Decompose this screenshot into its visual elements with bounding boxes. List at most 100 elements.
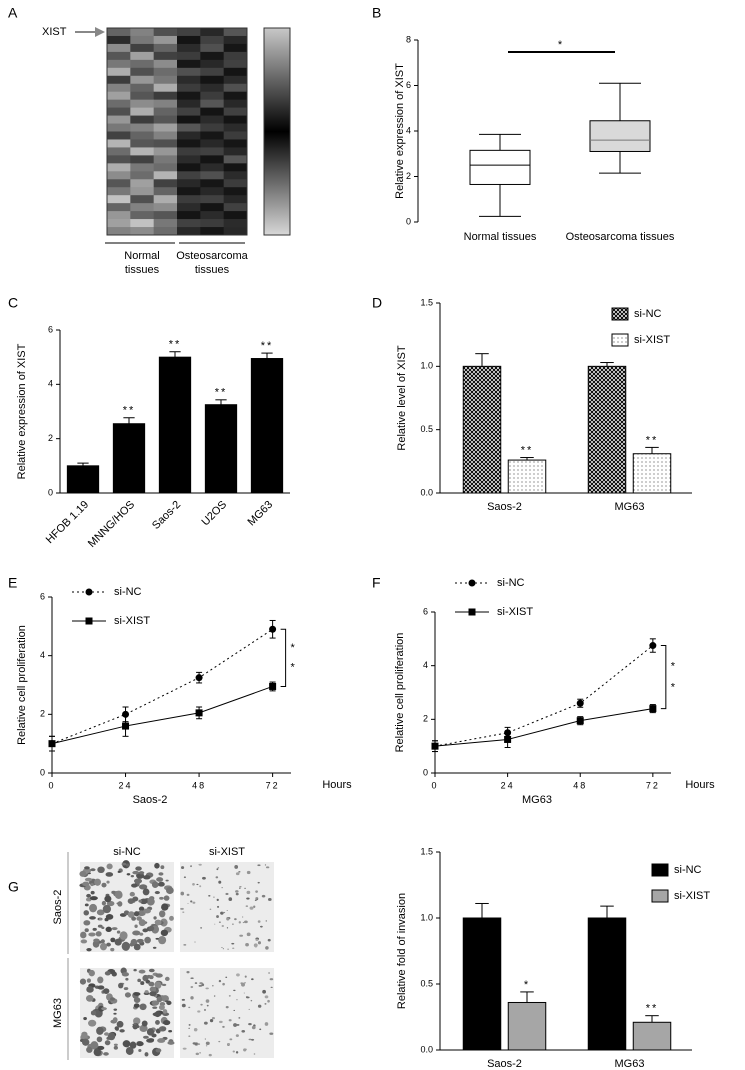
y-tick-label: 0.5 [420,978,433,988]
heatmap-cell [153,211,178,220]
x-axis-title: Saos-2 [133,794,168,806]
cell [239,934,244,937]
cell [106,942,111,947]
cell [130,875,135,878]
heatmap-cell [200,187,225,196]
x-tick-label: U2OS [199,499,229,529]
cell [225,892,229,896]
heatmap-cell [177,83,201,93]
cell [246,897,250,900]
heatmap-cell [177,179,201,188]
heatmap-cell [107,187,131,196]
x-tick-label: MG63 [615,501,645,513]
cell [190,900,193,903]
cell [131,916,137,921]
cell [81,1038,90,1046]
heatmap-cell [130,75,155,85]
heatmap-cell [107,59,131,69]
cell [232,947,235,949]
cell [133,997,141,1003]
cell [90,868,96,872]
bar [507,1001,547,1051]
panel-label: A [8,5,18,21]
bar [158,356,192,494]
heatmap-cell [200,75,225,85]
cell [90,1010,97,1016]
cell [79,978,87,985]
cell [83,910,90,916]
heatmap-cell [177,139,201,148]
cell [228,1019,232,1022]
x-tick-label: Saos-2 [487,1058,522,1070]
cell [135,866,142,871]
cell [111,927,118,931]
cell [103,1052,109,1056]
cell [86,947,92,952]
cell [138,871,145,875]
y-tick-label: 0 [406,216,411,226]
heatmap-cell [177,171,201,180]
cell [90,883,94,887]
heatmap-cell [153,171,178,180]
y-tick-label: 0.5 [420,424,433,434]
heatmap-cell [107,139,131,148]
heatmap-cell [200,28,225,37]
cell [86,986,94,993]
cell [139,932,144,936]
cell [89,896,98,901]
panel-label: C [8,295,18,311]
cell [80,931,87,939]
heatmap-cell [130,67,155,77]
cell [154,919,162,926]
heatmap-cell [223,99,248,109]
y-axis-title: Relative cell proliferation [394,633,406,753]
significance: ** [261,340,274,352]
cell [129,1041,137,1049]
cell [259,1028,262,1031]
heatmap-cell [107,179,131,188]
heatmap-cell [223,115,248,124]
cell [264,995,269,999]
heatmap-cell [177,28,201,37]
significance: ** [646,1003,659,1015]
heatmap-cell [200,163,225,172]
cell [256,898,259,901]
heatmap-cell [130,131,155,140]
cell [257,881,260,884]
cell [190,866,192,868]
cell [168,1029,173,1033]
heatmap-cell [107,219,131,228]
cell [116,1020,124,1028]
cell [202,876,206,880]
cell [141,1020,148,1027]
cell [270,986,273,988]
heatmap-cell [153,219,178,228]
cell [238,921,241,924]
heatmap-cell [153,67,178,77]
cell [92,927,97,931]
cell [246,890,251,895]
heatmap-cell [223,179,248,188]
heatmap-cell [177,91,201,101]
cell [236,999,238,1001]
cell [205,1041,210,1045]
cell [188,1006,191,1009]
heatmap-cell [223,75,248,85]
cell [153,1011,162,1017]
cell [236,973,240,977]
cell [243,1048,247,1052]
cell [106,863,113,870]
heatmap-cell [153,75,178,85]
cell [201,983,205,987]
cell [138,919,146,927]
cell [216,898,219,902]
heatmap-cell [130,211,155,220]
cell [245,942,249,947]
cell [241,982,245,987]
cell [200,927,203,929]
heatmap-cell [153,59,178,69]
y-tick-label: 4 [40,650,45,660]
cell [236,1024,240,1026]
y-tick-label: 6 [40,591,45,601]
heatmap-cell [200,59,225,69]
